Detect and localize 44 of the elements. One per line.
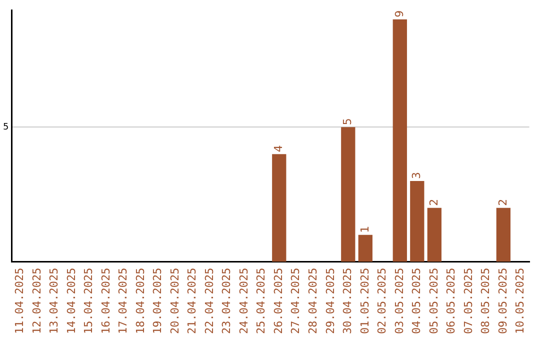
x-tick-label: 05.05.2025 (427, 268, 440, 334)
x-tick-label: 17.04.2025 (116, 268, 130, 334)
x-tick-label: 28.04.2025 (306, 268, 320, 334)
x-tick-label: 27.04.2025 (289, 268, 302, 334)
data-label: 1 (358, 226, 372, 233)
x-tick-label: 24.04.2025 (237, 268, 250, 334)
data-label: 4 (272, 145, 285, 152)
data-label: 5 (341, 118, 354, 126)
x-tick-label: 09.05.2025 (496, 268, 510, 334)
x-tick-label: 29.04.2025 (324, 268, 337, 334)
x-tick-label: 21.04.2025 (186, 268, 199, 334)
data-label: 2 (496, 198, 510, 206)
x-tick-label: 25.04.2025 (254, 268, 268, 334)
x-tick-label: 10.05.2025 (514, 268, 527, 334)
x-tick-label: 16.04.2025 (99, 268, 112, 334)
x-tick-label: 02.05.2025 (376, 268, 389, 334)
x-tick-label: 22.04.2025 (202, 268, 216, 334)
data-label: 3 (410, 172, 424, 179)
bar (427, 208, 442, 262)
x-tick-label: 26.04.2025 (272, 268, 285, 334)
data-label: 2 (427, 198, 440, 206)
x-tick-label: 23.04.2025 (220, 268, 234, 334)
bar (410, 180, 424, 262)
x-tick-label: 04.05.2025 (410, 268, 424, 334)
x-tick-label: 30.04.2025 (341, 268, 354, 334)
bar (496, 208, 510, 262)
bar (341, 127, 356, 262)
x-tick-label: 07.05.2025 (462, 268, 475, 334)
bar (272, 154, 286, 262)
x-tick-label: 20.04.2025 (168, 268, 182, 334)
x-tick-label: 01.05.2025 (358, 268, 372, 334)
x-tick-label: 15.04.2025 (82, 268, 96, 334)
x-tick-label: 18.04.2025 (134, 268, 147, 334)
x-tick-label: 13.04.2025 (48, 268, 61, 334)
x-tick-label: 11.04.2025 (13, 268, 26, 334)
bar (358, 234, 372, 262)
x-tick-label: 12.04.2025 (30, 268, 44, 334)
x-tick-label: 19.04.2025 (151, 268, 164, 334)
x-tick-label: 14.04.2025 (64, 268, 78, 334)
x-tick-label: 06.05.2025 (444, 268, 458, 334)
data-label: 9 (392, 10, 406, 18)
bar (392, 19, 407, 262)
x-tick-label: 08.05.2025 (479, 268, 492, 334)
x-tick-label: 03.05.2025 (392, 268, 406, 334)
